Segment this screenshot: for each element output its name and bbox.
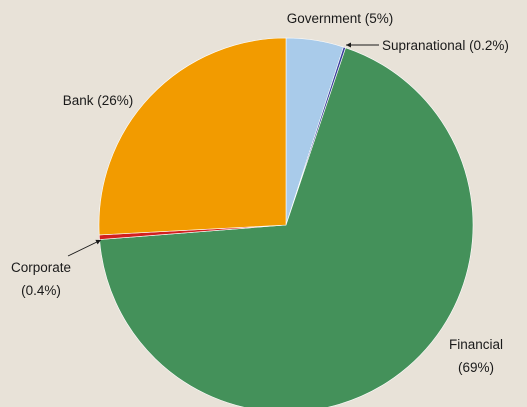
slice-label-financial-line-1: Financial bbox=[449, 337, 503, 352]
slice-label-bank: Bank (26%) bbox=[63, 93, 134, 108]
pie-slices bbox=[98, 37, 474, 407]
leader-arrow-corporate bbox=[95, 239, 101, 245]
leader-line-corporate bbox=[67, 239, 102, 257]
leader-arrow-supranational bbox=[346, 42, 351, 48]
slice-label-corporate-line-2: (0.4%) bbox=[21, 283, 61, 298]
slice-label-supranational: Supranational (0.2%) bbox=[382, 38, 509, 53]
slice-label-financial-line-2: (69%) bbox=[458, 360, 494, 375]
pie-slice-financial bbox=[99, 47, 474, 407]
pie-labels: Government (5%) Supranational (0.2%) Finan… bbox=[11, 11, 509, 375]
slice-label-government: Government (5%) bbox=[287, 11, 394, 26]
pie-slice-bank bbox=[98, 37, 287, 236]
slice-label-corporate-line-1: Corporate bbox=[11, 260, 71, 275]
